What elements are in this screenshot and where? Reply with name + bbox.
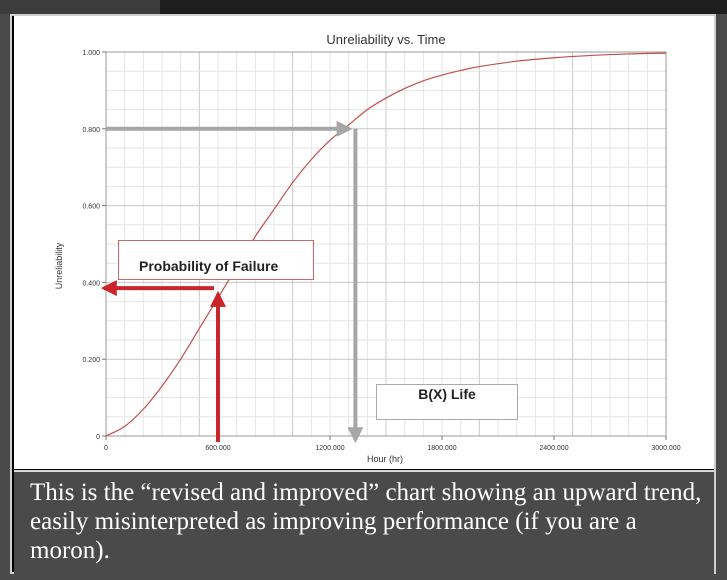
- x-axis-label: Hour (hr): [367, 454, 403, 464]
- x-tick-label: 1800.000: [427, 445, 456, 452]
- chart-title: Unreliability vs. Time: [326, 32, 445, 47]
- window-strip-left: [0, 0, 160, 14]
- bx-life-callout: B(X) Life: [376, 384, 518, 420]
- x-tick-label: 600.000: [205, 445, 230, 452]
- y-tick-label: 0.800: [82, 127, 100, 134]
- caption-box: This is the “revised and improved” chart…: [14, 470, 714, 574]
- window-strip-right: [160, 0, 727, 14]
- x-tick-label: 0: [104, 445, 108, 452]
- x-tick-label: 1200.000: [315, 445, 344, 452]
- y-tick-label: 0.200: [82, 357, 100, 364]
- x-tick-label: 3000.000: [651, 445, 680, 452]
- caption-text: This is the “revised and improved” chart…: [30, 479, 702, 564]
- tick-layer: 0 600.000 1200.000 1800.000 2400.000 3000.000…: [82, 50, 680, 452]
- chart-panel: 0 600.000 1200.000 1800.000 2400.000 3000.000…: [14, 16, 714, 469]
- bx-life-label: B(X) Life: [418, 386, 476, 402]
- probability-of-failure-label: Probability of Failure: [139, 258, 279, 274]
- probability-of-failure-callout: Probability of Failure: [118, 240, 314, 280]
- y-tick-label: 0.600: [82, 204, 100, 211]
- annotation-layer: [100, 120, 364, 444]
- plot-border: [105, 51, 667, 437]
- unreliability-chart: 0 600.000 1200.000 1800.000 2400.000 3000.000…: [54, 32, 681, 464]
- y-axis-label: Unreliability: [54, 242, 64, 289]
- y-tick-label: 0.400: [82, 280, 100, 287]
- y-tick-label: 0: [96, 434, 100, 441]
- y-tick-label: 1.000: [82, 50, 100, 57]
- x-tick-label: 2400.000: [539, 445, 568, 452]
